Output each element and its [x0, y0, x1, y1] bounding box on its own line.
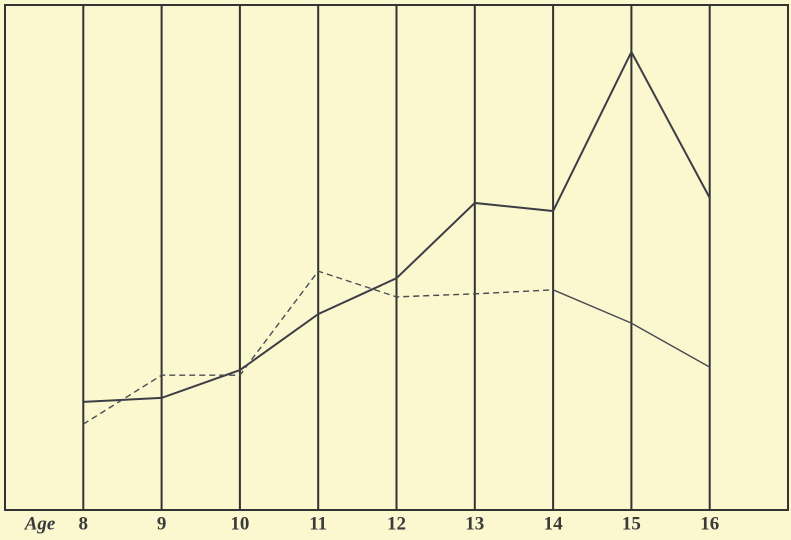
data-line — [82, 270, 554, 425]
x-tick-label: 8 — [79, 513, 89, 534]
x-tick-label: 16 — [700, 513, 719, 534]
x-tick-label: 15 — [622, 513, 641, 534]
x-tick-label: 14 — [544, 513, 564, 534]
x-tick-label: 13 — [465, 513, 484, 534]
data-line — [83, 49, 711, 403]
x-tick-label: 12 — [387, 513, 406, 534]
data-line — [552, 289, 711, 368]
x-tick-label: 9 — [157, 513, 167, 534]
x-tick-label: 11 — [309, 513, 327, 534]
x-axis-label: Age — [24, 513, 56, 534]
x-tick-label: 10 — [230, 513, 249, 534]
